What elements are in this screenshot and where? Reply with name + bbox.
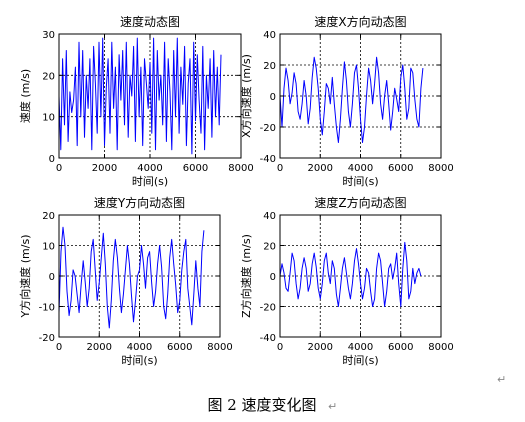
y-tick-label: 10 xyxy=(42,242,55,253)
y-tick-label: 0 xyxy=(49,154,55,165)
y-tick-label: 40 xyxy=(263,30,276,41)
paragraph-mark-icon: ↵ xyxy=(328,400,337,413)
x-tick-label: 8000 xyxy=(207,342,232,353)
figure-caption: 图 2 速度变化图 xyxy=(207,396,316,414)
series-line xyxy=(58,226,205,329)
x-tick-label: 8000 xyxy=(228,163,253,174)
y-tick-label: -20 xyxy=(260,123,276,134)
y-tick-label: -40 xyxy=(260,154,276,165)
chart-title: 速度Y方向动态图 xyxy=(94,195,185,210)
y-tick-label: 10 xyxy=(42,113,55,124)
x-tick-label: 6000 xyxy=(388,342,413,353)
x-axis-label: 时间(s) xyxy=(132,175,168,188)
paragraph-mark-icon: ↵ xyxy=(497,373,506,386)
chart-title: 速度动态图 xyxy=(120,14,180,29)
y-tick-label: 20 xyxy=(263,61,276,72)
x-tick-label: 2000 xyxy=(308,342,333,353)
y-tick-label: 0 xyxy=(270,272,276,283)
x-tick-label: 2000 xyxy=(92,163,117,174)
x-tick-label: 0 xyxy=(277,342,283,353)
x-axis-label: 时间(s) xyxy=(342,175,378,188)
x-tick-label: 0 xyxy=(56,163,62,174)
series-line xyxy=(279,241,422,307)
x-tick-label: 0 xyxy=(56,342,62,353)
x-tick-label: 4000 xyxy=(348,342,373,353)
y-tick-label: -40 xyxy=(260,333,276,344)
chart-title: 速度X方向动态图 xyxy=(314,14,406,29)
x-tick-label: 4000 xyxy=(127,342,152,353)
x-tick-label: 2000 xyxy=(308,163,333,174)
x-axis-label: 时间(s) xyxy=(342,354,378,367)
y-tick-label: -20 xyxy=(260,303,276,314)
y-axis-label: Z方向速度 (m/s) xyxy=(239,234,253,318)
y-tick-label: 20 xyxy=(263,242,276,253)
x-tick-label: 6000 xyxy=(167,342,192,353)
chart-panel-3: 0 2000 4000 6000 8000 -20 -10 0 10 20 速度Y方向动态图时间(s… xyxy=(18,195,233,367)
y-tick-label: 40 xyxy=(263,211,276,222)
x-tick-label: 6000 xyxy=(183,163,208,174)
y-tick-label: 20 xyxy=(42,211,55,222)
y-tick-label: 0 xyxy=(270,92,276,103)
y-tick-label: 0 xyxy=(49,272,55,283)
x-tick-label: 0 xyxy=(277,163,283,174)
y-tick-label: 30 xyxy=(42,30,55,41)
x-tick-label: 8000 xyxy=(428,163,453,174)
y-axis-label: Y方向速度 (m/s) xyxy=(18,235,32,319)
series-line xyxy=(58,37,222,155)
x-tick-label: 4000 xyxy=(348,163,373,174)
y-tick-label: 20 xyxy=(42,71,55,82)
series-line xyxy=(279,56,424,143)
y-axis-label: 速度 (m/s) xyxy=(18,69,32,123)
y-tick-label: -20 xyxy=(39,333,55,344)
chart-panel-4: 0 2000 4000 6000 8000 -40 -20 0 20 40 速度Z方向动态图时间(s… xyxy=(239,195,454,367)
y-tick-label: -10 xyxy=(39,303,55,314)
chart-title: 速度Z方向动态图 xyxy=(314,195,406,210)
x-tick-label: 6000 xyxy=(388,163,413,174)
y-axis-label: X方向速度 (m/s) xyxy=(239,54,253,138)
x-axis-label: 时间(s) xyxy=(121,354,157,367)
x-tick-label: 2000 xyxy=(87,342,112,353)
x-tick-label: 8000 xyxy=(428,342,453,353)
chart-panel-2: 0 2000 4000 6000 8000 -40 -20 0 20 40 速度X方向动态图时间(s… xyxy=(239,14,454,188)
x-tick-label: 4000 xyxy=(137,163,162,174)
